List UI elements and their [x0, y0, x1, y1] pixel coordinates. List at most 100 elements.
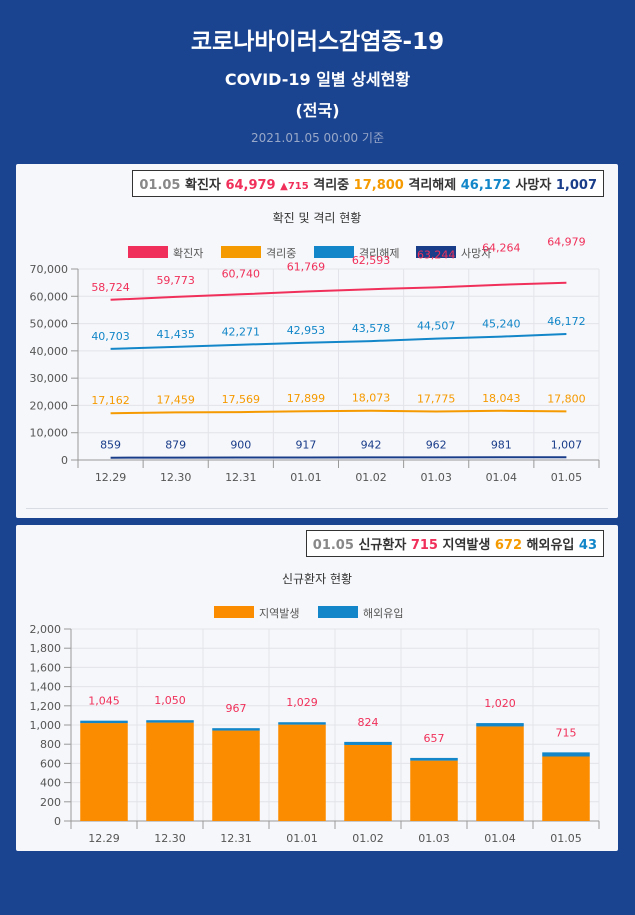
data-label: 62,593	[352, 254, 391, 267]
confirmed-value: 64,979	[225, 178, 276, 193]
x-tick-label: 12.29	[88, 832, 120, 845]
data-label: 42,271	[222, 326, 261, 339]
x-tick-label: 12.31	[220, 832, 252, 845]
data-label: 58,724	[91, 281, 130, 294]
y-tick-label: 1,400	[30, 681, 62, 694]
legend-swatch	[221, 246, 261, 258]
y-tick-label: 800	[40, 738, 61, 751]
data-label: 18,073	[352, 392, 391, 405]
x-tick-label: 01.03	[420, 471, 452, 484]
x-tick-label: 01.04	[484, 832, 516, 845]
cumulative-panel: 01.05 확진자 64,979 ▲715 격리중 17,800 격리해제 46…	[16, 164, 618, 518]
bar-segment	[344, 744, 392, 821]
legend-label: 사망자	[461, 247, 491, 260]
y-tick-label: 50,000	[30, 318, 69, 331]
data-label: 942	[361, 438, 382, 451]
released-label: 격리해제	[408, 178, 457, 193]
legend-label: 해외유입	[363, 606, 403, 620]
total-label: 967	[226, 702, 247, 715]
y-tick-label: 2,000	[30, 623, 62, 636]
legend-label: 확진자	[173, 247, 203, 260]
chart-title: 확진 및 격리 현황	[273, 211, 362, 225]
data-label: 917	[295, 438, 316, 451]
bar-segment	[212, 728, 260, 731]
data-label: 17,569	[222, 393, 261, 406]
summary-date: 01.05	[312, 538, 354, 553]
bar-segment	[278, 724, 326, 821]
data-label: 42,953	[287, 324, 326, 337]
series-line	[110, 333, 567, 350]
y-tick-label: 0	[54, 815, 61, 828]
new-cases-summary-box: 01.05 신규환자 715 지역발생 672 해외유입 43	[305, 530, 604, 557]
y-tick-label: 400	[40, 777, 61, 790]
data-label: 61,769	[287, 260, 326, 273]
bar-segment	[278, 722, 326, 725]
x-tick-label: 01.02	[355, 471, 387, 484]
local-value: 672	[494, 538, 522, 553]
deaths-value: 1,007	[555, 178, 597, 193]
data-label: 17,800	[547, 392, 586, 405]
data-label: 859	[100, 439, 121, 452]
x-tick-label: 01.04	[486, 471, 518, 484]
data-label: 962	[426, 438, 447, 451]
bar-segment	[542, 752, 590, 757]
y-tick-label: 10,000	[30, 427, 69, 440]
bar-segment	[344, 741, 392, 745]
x-tick-label: 01.01	[286, 832, 318, 845]
x-tick-label: 12.29	[95, 471, 127, 484]
series-line	[110, 409, 567, 415]
data-label: 64,264	[482, 242, 521, 255]
timestamp: 2021.01.05 00:00 기준	[251, 131, 384, 145]
y-tick-label: 1,800	[30, 642, 62, 655]
legend-swatch	[314, 246, 354, 258]
data-label: 1,007	[551, 438, 583, 451]
data-label: 59,773	[156, 274, 195, 287]
data-label: 46,172	[547, 315, 586, 328]
bar-segment	[476, 723, 524, 727]
data-label: 45,240	[482, 318, 521, 331]
bar-segment	[542, 756, 590, 821]
bar-segment	[80, 720, 128, 724]
y-tick-label: 30,000	[30, 372, 69, 385]
data-label: 40,703	[91, 330, 130, 343]
legend-label: 격리중	[266, 247, 296, 260]
x-tick-label: 12.30	[160, 471, 192, 484]
y-tick-label: 1,200	[30, 700, 62, 713]
total-label: 715	[556, 726, 577, 739]
y-tick-label: 1,600	[30, 661, 62, 674]
y-tick-label: 40,000	[30, 345, 69, 358]
new-label: 신규환자	[358, 538, 407, 553]
total-label: 1,020	[484, 697, 516, 710]
data-label: 64,979	[547, 236, 586, 249]
data-label: 900	[230, 439, 251, 452]
legend-label: 지역발생	[259, 607, 299, 620]
bar-segment	[212, 730, 260, 821]
data-label: 17,775	[417, 392, 456, 405]
bar-segment	[476, 726, 524, 821]
data-label: 17,162	[91, 394, 130, 407]
data-label: 981	[491, 438, 512, 451]
bar-segment	[410, 757, 458, 761]
chart-title: 신규환자 현황	[282, 572, 352, 586]
deaths-label: 사망자	[515, 178, 552, 193]
y-tick-label: 60,000	[30, 290, 69, 303]
confirmed-label: 확진자	[185, 178, 221, 193]
bar-segment	[80, 723, 128, 821]
legend-swatch	[416, 246, 456, 258]
legend-swatch	[318, 606, 358, 618]
released-value: 46,172	[460, 178, 511, 193]
new-value: 715	[410, 538, 438, 553]
isolated-label: 격리중	[313, 178, 350, 193]
data-label: 44,507	[417, 320, 456, 333]
total-label: 1,050	[154, 694, 186, 707]
isolated-value: 17,800	[353, 178, 404, 193]
data-label: 17,899	[287, 392, 326, 405]
legend-swatch	[214, 606, 254, 618]
data-label: 879	[165, 439, 186, 452]
y-tick-label: 600	[40, 757, 61, 770]
local-label: 지역발생	[442, 538, 491, 553]
y-tick-label: 0	[61, 454, 68, 467]
bar-segment	[410, 760, 458, 821]
page-title: 코로나바이러스감염증-19	[190, 29, 445, 55]
total-label: 1,029	[286, 696, 318, 709]
